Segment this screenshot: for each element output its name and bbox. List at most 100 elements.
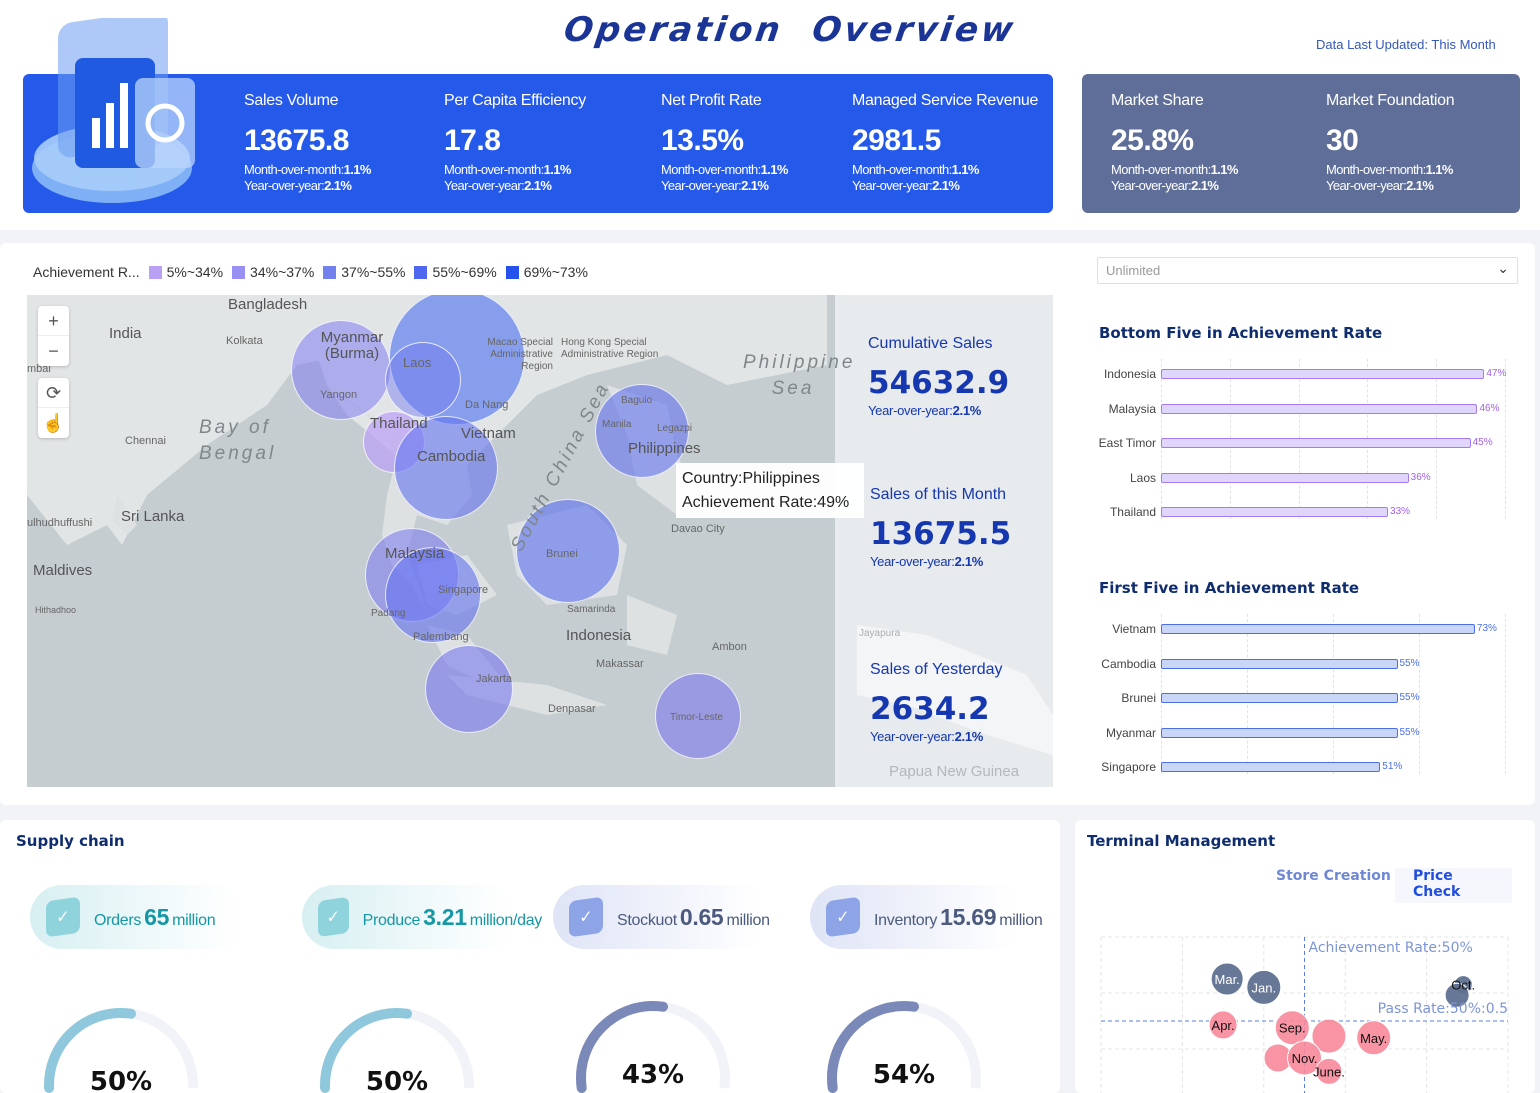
grid-line: [1505, 359, 1506, 519]
bar-label: Thailand: [1109, 505, 1156, 519]
tab-store-creation[interactable]: Store Creation: [1276, 868, 1391, 884]
legend-item[interactable]: 69%~73%: [505, 264, 588, 280]
scatter-point[interactable]: [1444, 982, 1470, 1008]
bar[interactable]: [1161, 369, 1485, 379]
bar[interactable]: [1161, 403, 1478, 414]
terminal-title: Terminal Management: [1087, 832, 1276, 850]
bar[interactable]: [1161, 658, 1398, 669]
map-bubble-laos[interactable]: [385, 342, 461, 418]
map-tooltip: Country:Philippines Achievement Rate:49%: [676, 463, 864, 518]
map-bubble-timor-leste[interactable]: [655, 673, 741, 759]
map-bubble-philippines[interactable]: [595, 384, 689, 478]
scatter-point[interactable]: [1274, 1010, 1310, 1046]
scatter-point[interactable]: [1210, 962, 1244, 996]
kpi-managed-service-revenue: Managed Service Revenue 2981.5 Month-over-…: [852, 92, 1039, 193]
bar[interactable]: [1161, 693, 1398, 703]
supply-metric-produce: ✓ Produce 3.21 million/day: [302, 885, 542, 949]
kpi-card-market: [1082, 74, 1520, 213]
stat-cumulative-sales: Cumulative Sales 54632.9 Year-over-year:2.…: [868, 335, 1010, 418]
map-label: Padang: [371, 608, 406, 619]
map-bubble-brunei[interactable]: [516, 499, 620, 603]
hand-pan-icon[interactable]: ☝: [42, 413, 65, 433]
price-check-scatter: Mar. Jan. Oct. Apr. Sep. Nov. May. June. Achieve…: [1100, 936, 1509, 1093]
gauge-arc: [320, 1008, 413, 1093]
legend-item[interactable]: 37%~55%: [323, 264, 405, 280]
map-label: Cambodia: [417, 448, 486, 465]
metric-value: 3.21: [423, 903, 467, 930]
region-select[interactable]: Unlimited ⌄: [1097, 257, 1518, 284]
scatter-point-label: Sep.: [1279, 1021, 1306, 1036]
map-canvas[interactable]: Bangladesh India Kolkata Myanmar (Burma)…: [27, 295, 1053, 787]
scatter-point-label: Oct.: [1451, 978, 1475, 993]
map-label: Laos: [403, 355, 432, 370]
scatter-point[interactable]: [1287, 1040, 1322, 1076]
bar[interactable]: [1161, 727, 1398, 738]
metric-unit: million: [172, 911, 216, 929]
zoom-controls: + −: [38, 306, 69, 366]
bar[interactable]: [1161, 624, 1475, 634]
bar[interactable]: [1161, 762, 1381, 772]
map-label: Jakarta: [476, 673, 513, 685]
legend-item[interactable]: 5%~34%: [148, 264, 223, 280]
map-label: Baguio: [621, 395, 653, 406]
supply-metric-text: Orders 65 million: [94, 904, 216, 931]
map-label: Palembang: [413, 631, 469, 643]
map-label: Samarinda: [567, 604, 616, 615]
zoom-out-button[interactable]: −: [48, 341, 59, 361]
map-label: Makassar: [596, 658, 644, 670]
zoom-in-button[interactable]: +: [38, 306, 69, 336]
rotate-reset-icon[interactable]: ⟳: [38, 378, 69, 408]
bar[interactable]: [1161, 472, 1409, 483]
map-label: Singapore: [438, 584, 489, 596]
bar-label: East Timor: [1098, 436, 1156, 450]
map-bubble-cambodia[interactable]: [394, 416, 498, 520]
grid-line: [1505, 614, 1506, 774]
page-title: Operation Overview: [561, 10, 1019, 50]
bar-value-label: 55%: [1399, 657, 1420, 669]
metric-value: 0.65: [679, 903, 724, 930]
map-label: Papua New Guinea: [889, 763, 1020, 780]
gauge-charts: 50% 50% 43% 54%: [44, 1001, 981, 1093]
map-bubble-myanmar[interactable]: [291, 320, 391, 420]
scatter-point-label: Jan.: [1252, 980, 1277, 995]
bar-label: Indonesia: [1103, 367, 1156, 381]
map-label: Malaysia: [385, 545, 445, 562]
map-bubble-singapore[interactable]: [385, 547, 481, 643]
metric-label: Inventory: [874, 911, 938, 929]
map-label: Macao Special Administrative Region: [487, 337, 553, 372]
map-label: Da Nang: [465, 399, 509, 411]
stat-sales-this-month: Sales of this Month 13675.5 Year-over-year…: [870, 486, 1012, 569]
map-label: Kolkata: [226, 335, 263, 347]
map-label: Yangon: [320, 389, 358, 401]
scatter-point[interactable]: [1315, 1057, 1343, 1085]
sales-summary: Cumulative Sales 54632.9 Year-over-year:2.…: [835, 295, 1053, 787]
bar-value-label: 45%: [1472, 437, 1493, 448]
metric-value: 15.69: [940, 903, 997, 930]
grid-line: [1419, 614, 1420, 774]
supply-metric-stockuot: ✓ Stockuot 0.65 million: [553, 885, 793, 949]
dashboard-3d-icon: [32, 18, 195, 203]
bar-label: Vietnam: [1112, 622, 1156, 636]
map-label: Philippines: [628, 440, 701, 457]
reference-label: Achievement Rate:50%: [1309, 940, 1473, 956]
scatter-point[interactable]: [1246, 969, 1282, 1005]
legend-item[interactable]: 55%~69%: [414, 264, 497, 280]
bar[interactable]: [1161, 438, 1471, 448]
map-label: Maldives: [33, 562, 93, 579]
bar-value-label: 36%: [1410, 471, 1431, 483]
bar[interactable]: [1161, 507, 1389, 517]
tab-price-check[interactable]: Price Check: [1395, 868, 1512, 903]
metric-label: Produce: [362, 911, 421, 929]
metric-label: Orders: [94, 911, 142, 929]
supply-metric-text: Produce 3.21 million/day: [362, 903, 543, 931]
map-label: Jayapura: [859, 628, 901, 639]
kpi-market-foundation: Market Foundation 30 Month-over-month:1.1%…: [1326, 92, 1455, 193]
scatter-point[interactable]: [1356, 1020, 1392, 1056]
map-bubble-indonesia[interactable]: [425, 645, 513, 733]
legend-item[interactable]: 34%~37%: [232, 264, 314, 280]
map-label: Vietnam: [461, 425, 516, 442]
scatter-point[interactable]: [1311, 1018, 1347, 1054]
scatter-point-label: June.: [1313, 1064, 1345, 1079]
first-five-title: First Five in Achievement Rate: [1099, 579, 1360, 597]
scatter-point[interactable]: [1208, 1010, 1238, 1040]
